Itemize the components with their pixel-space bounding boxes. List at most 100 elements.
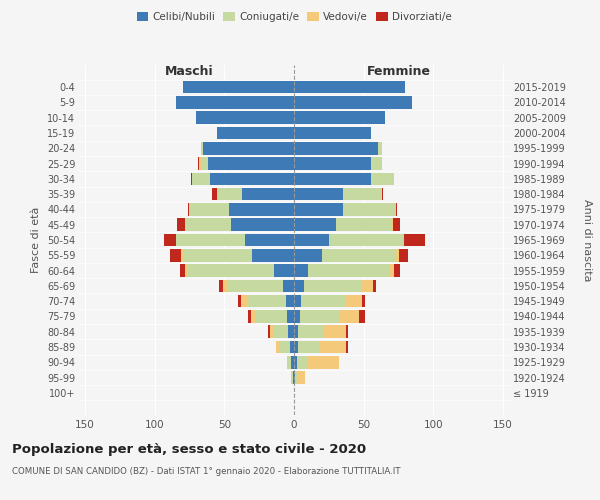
Bar: [362, 280, 373, 292]
Bar: [294, 295, 301, 308]
Bar: [176, 96, 294, 108]
Bar: [346, 326, 349, 338]
Bar: [231, 218, 294, 231]
Bar: [290, 340, 294, 353]
Bar: [346, 295, 362, 308]
Bar: [185, 264, 188, 277]
Bar: [238, 295, 241, 308]
Bar: [294, 234, 329, 246]
Bar: [294, 372, 295, 384]
Bar: [294, 127, 371, 140]
Bar: [227, 280, 283, 292]
Bar: [188, 203, 190, 215]
Bar: [176, 234, 245, 246]
Bar: [294, 249, 322, 262]
Bar: [245, 234, 294, 246]
Bar: [329, 234, 403, 246]
Bar: [403, 234, 404, 246]
Bar: [217, 127, 294, 140]
Bar: [200, 142, 203, 154]
Bar: [295, 372, 298, 384]
Bar: [198, 158, 199, 170]
Text: Femmine: Femmine: [367, 65, 431, 78]
Bar: [294, 218, 336, 231]
Bar: [188, 264, 274, 277]
Bar: [398, 249, 408, 262]
Bar: [297, 356, 308, 368]
Text: Popolazione per età, sesso e stato civile - 2020: Popolazione per età, sesso e stato civil…: [12, 442, 366, 456]
Bar: [336, 218, 392, 231]
Bar: [190, 203, 229, 215]
Text: Maschi: Maschi: [165, 65, 214, 78]
Bar: [199, 158, 200, 170]
Bar: [392, 218, 393, 231]
Bar: [298, 372, 305, 384]
Bar: [276, 340, 280, 353]
Bar: [196, 112, 294, 124]
Bar: [294, 96, 412, 108]
Bar: [289, 356, 291, 368]
Bar: [185, 218, 231, 231]
Bar: [252, 249, 294, 262]
Bar: [294, 142, 377, 154]
Bar: [301, 295, 346, 308]
Bar: [212, 188, 217, 200]
Bar: [294, 326, 298, 338]
Bar: [299, 310, 338, 322]
Bar: [294, 280, 304, 292]
Bar: [294, 112, 385, 124]
Bar: [286, 295, 294, 308]
Bar: [274, 264, 294, 277]
Bar: [396, 249, 398, 262]
Bar: [294, 356, 297, 368]
Bar: [192, 172, 211, 185]
Bar: [280, 340, 290, 353]
Bar: [271, 326, 274, 338]
Bar: [323, 326, 346, 338]
Bar: [247, 295, 286, 308]
Bar: [373, 280, 376, 292]
Bar: [181, 249, 182, 262]
Bar: [294, 340, 298, 353]
Bar: [268, 326, 271, 338]
Bar: [241, 295, 247, 308]
Legend: Celibi/Nubili, Coniugati/e, Vedovi/e, Divorziati/e: Celibi/Nubili, Coniugati/e, Vedovi/e, Di…: [133, 8, 455, 26]
Bar: [322, 249, 396, 262]
Bar: [371, 158, 382, 170]
Bar: [291, 372, 293, 384]
Bar: [164, 234, 176, 246]
Bar: [170, 249, 181, 262]
Bar: [377, 142, 382, 154]
Bar: [294, 158, 371, 170]
Bar: [359, 310, 365, 322]
Bar: [223, 280, 227, 292]
Bar: [208, 158, 294, 170]
Bar: [219, 280, 223, 292]
Bar: [229, 203, 294, 215]
Bar: [191, 172, 192, 185]
Bar: [294, 310, 299, 322]
Bar: [298, 326, 323, 338]
Bar: [294, 172, 371, 185]
Bar: [177, 218, 185, 231]
Bar: [203, 142, 294, 154]
Bar: [289, 326, 294, 338]
Bar: [251, 310, 256, 322]
Bar: [287, 310, 294, 322]
Bar: [180, 264, 185, 277]
Bar: [338, 310, 359, 322]
Bar: [256, 310, 287, 322]
Bar: [294, 188, 343, 200]
Bar: [393, 218, 400, 231]
Bar: [248, 310, 251, 322]
Bar: [389, 264, 394, 277]
Bar: [346, 340, 349, 353]
Y-axis label: Anni di nascita: Anni di nascita: [583, 198, 592, 281]
Bar: [182, 81, 294, 94]
Bar: [298, 340, 320, 353]
Bar: [382, 188, 383, 200]
Bar: [308, 356, 338, 368]
Bar: [304, 280, 362, 292]
Bar: [294, 264, 308, 277]
Bar: [242, 188, 294, 200]
